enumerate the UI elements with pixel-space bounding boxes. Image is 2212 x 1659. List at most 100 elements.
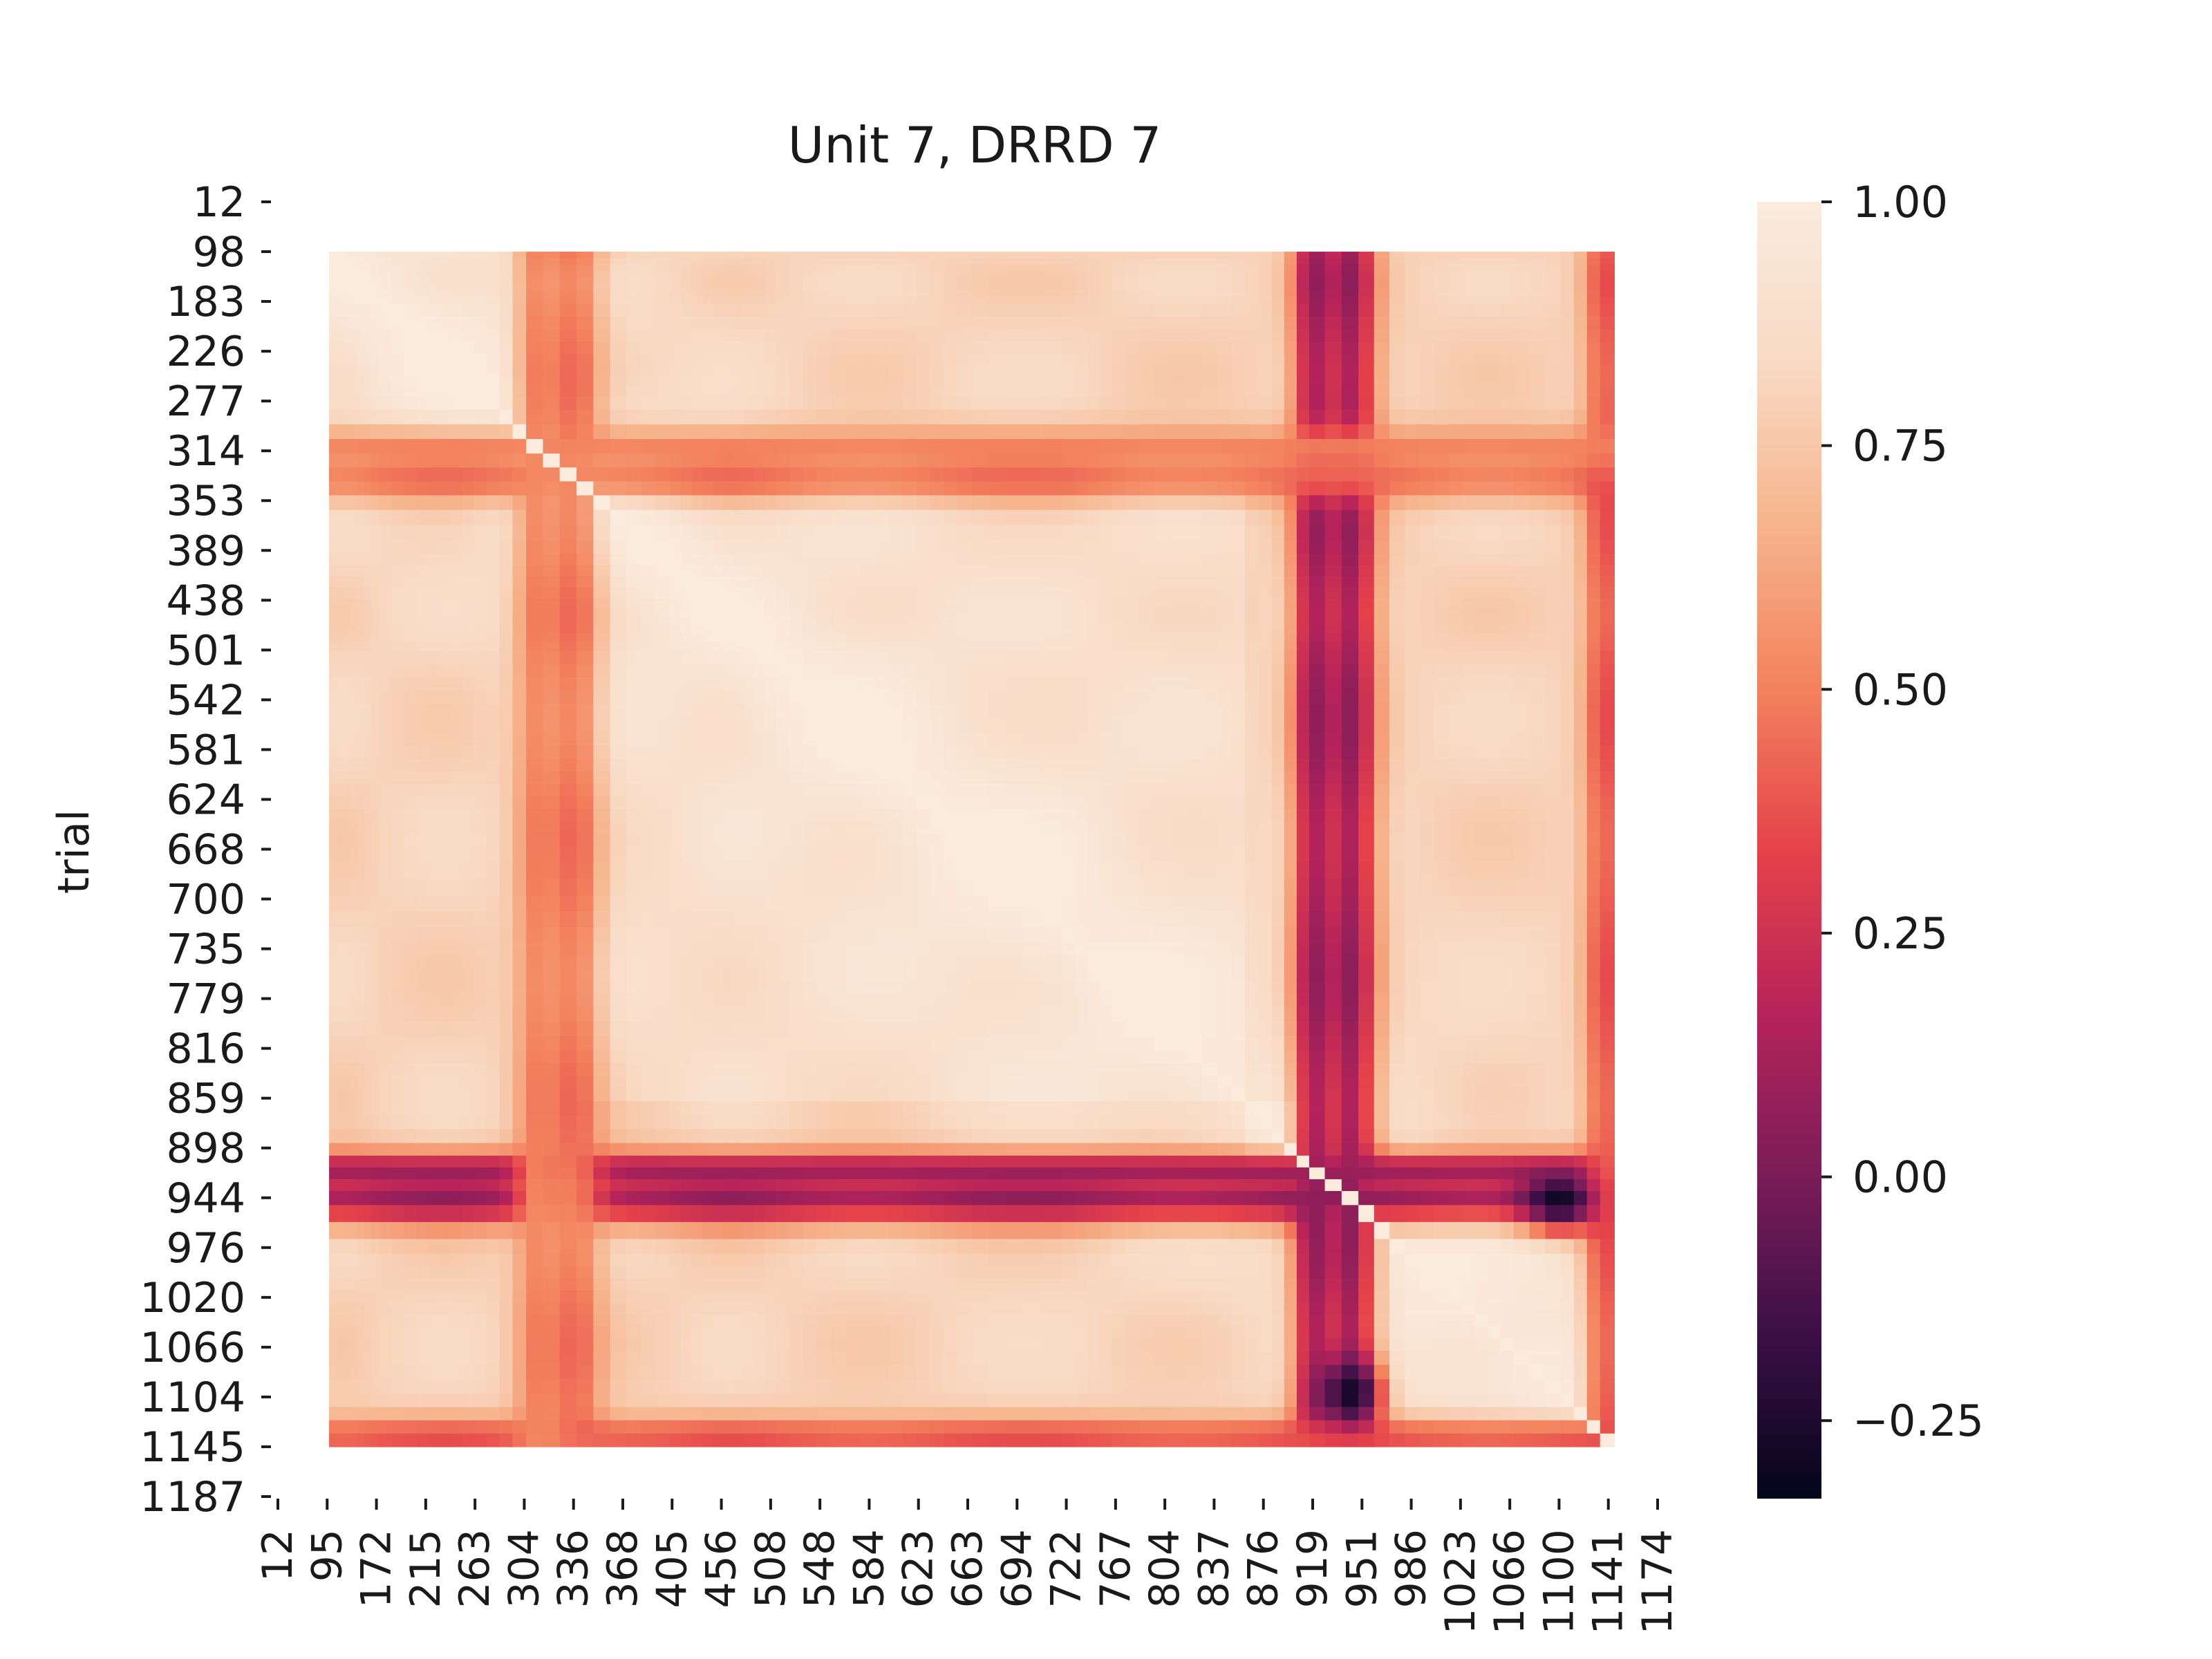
heatmap-cell [776, 354, 790, 366]
heatmap-cell [343, 277, 350, 284]
heatmap-cell [526, 525, 544, 541]
heatmap-cell [350, 565, 358, 577]
heatmap-cell [1099, 525, 1112, 541]
heatmap-cell [343, 509, 350, 526]
heatmap-cell [391, 252, 405, 259]
heatmap-cell [1419, 704, 1435, 718]
heatmap-cell [889, 598, 903, 608]
heatmap-cell [1259, 290, 1273, 297]
heatmap-cell [670, 540, 682, 554]
heatmap-cell [1419, 467, 1435, 482]
heatmap-cell [1463, 745, 1476, 760]
heatmap-cell [1448, 495, 1463, 511]
heatmap-cell [1125, 409, 1141, 425]
heatmap-cell [526, 270, 544, 278]
heatmap-cell [1529, 303, 1546, 317]
heatmap-cell [1529, 540, 1546, 554]
heatmap-cell [440, 290, 452, 297]
heatmap-cell [1448, 576, 1463, 588]
heatmap-cell [803, 509, 817, 526]
heatmap-cell [1087, 718, 1100, 733]
heatmap-cell [364, 633, 372, 643]
heatmap-cell [486, 690, 500, 704]
heatmap-cell [641, 633, 656, 643]
heatmap-cell [329, 540, 337, 554]
heatmap-cell [1062, 731, 1076, 747]
heatmap-cell [1475, 375, 1488, 386]
heatmap-cell [1560, 396, 1575, 411]
heatmap-cell [1284, 677, 1297, 691]
heatmap-cell [1231, 481, 1246, 496]
heatmap-cell [364, 495, 372, 511]
heatmap-cell [670, 495, 682, 511]
heatmap-cell [1419, 796, 1435, 809]
heatmap-cell [1374, 386, 1390, 397]
heatmap-cell [1259, 565, 1273, 577]
heatmap-cell [462, 252, 474, 259]
heatmap-cell [336, 704, 344, 718]
heatmap-cell [1201, 745, 1218, 760]
heatmap-cell [1259, 396, 1273, 411]
heatmap-cell [1389, 252, 1405, 259]
heatmap-cell [1573, 509, 1588, 526]
heatmap-cell [1374, 303, 1390, 317]
heatmap-cell [1024, 690, 1044, 704]
heatmap-cell [451, 650, 463, 665]
heatmap-cell [1042, 303, 1063, 317]
heatmap-cell [861, 796, 876, 809]
heatmap-cell [1154, 329, 1170, 343]
heatmap-cell [655, 481, 671, 496]
heatmap-cell [712, 540, 724, 554]
heatmap-cell [957, 540, 972, 554]
heatmap-cell [1169, 303, 1186, 317]
heatmap-cell [776, 481, 790, 496]
heatmap-cell [776, 633, 790, 643]
heatmap-cell [803, 329, 817, 343]
heatmap-cell [776, 453, 790, 468]
heatmap-cell [1324, 633, 1342, 643]
heatmap-cell [404, 690, 418, 704]
heatmap-cell [1076, 252, 1089, 259]
heatmap-cell [764, 375, 777, 386]
heatmap-cell [336, 677, 344, 691]
heatmap-cell [512, 396, 527, 411]
heatmap-cell [723, 771, 734, 785]
heatmap-cell [1062, 633, 1076, 643]
heatmap-cell [1217, 587, 1232, 599]
heatmap-cell [1573, 424, 1588, 440]
heatmap-cell [702, 258, 713, 265]
heatmap-cell [1201, 587, 1218, 599]
heatmap-cell [831, 364, 847, 376]
heatmap-cell [681, 341, 693, 355]
heatmap-cell [1099, 718, 1112, 733]
heatmap-cell [1296, 317, 1310, 330]
heatmap-cell [499, 718, 514, 733]
heatmap-cell [451, 509, 463, 526]
heatmap-cell [543, 598, 561, 608]
heatmap-cell [845, 633, 861, 643]
heatmap-cell [1475, 264, 1488, 272]
heatmap-cell [1111, 453, 1126, 468]
heatmap-cell [1324, 525, 1342, 541]
heatmap-cell [1475, 677, 1488, 691]
heatmap-cell [364, 587, 372, 599]
heatmap-cell [1099, 509, 1112, 526]
heatmap-cell [845, 664, 861, 678]
heatmap-cell [610, 796, 627, 809]
heatmap-cell [744, 296, 755, 305]
heatmap-cell [1309, 650, 1326, 665]
heatmap-cell [1529, 758, 1546, 772]
heatmap-cell [1545, 283, 1562, 291]
heatmap-cell [474, 296, 487, 305]
heatmap-cell [1185, 467, 1203, 482]
heatmap-cell [512, 296, 527, 305]
heatmap-cell [1448, 540, 1463, 554]
heatmap-cell [1463, 565, 1476, 577]
heatmap-cell [1076, 576, 1089, 588]
heatmap-cell [577, 258, 594, 265]
heatmap-cell [610, 317, 627, 330]
heatmap-cell [1284, 509, 1297, 526]
heatmap-cell [499, 424, 514, 440]
heatmap-cell [329, 576, 337, 588]
heatmap-cell [343, 409, 350, 425]
